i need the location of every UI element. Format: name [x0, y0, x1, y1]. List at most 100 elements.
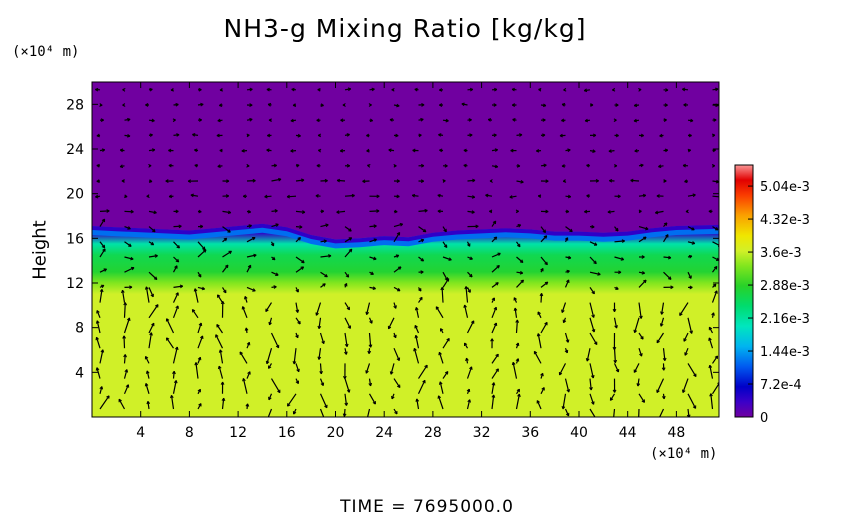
velocity-vector [148, 271, 158, 280]
velocity-arrowhead [224, 264, 229, 269]
velocity-vector [614, 256, 624, 261]
velocity-vector [634, 317, 640, 333]
velocity-vector [393, 286, 401, 292]
velocity-arrowhead [369, 118, 373, 123]
velocity-arrowhead [515, 209, 519, 214]
velocity-vector [589, 408, 596, 417]
velocity-arrowhead [517, 224, 522, 228]
velocity-arrowhead [509, 195, 513, 199]
velocity-vector [491, 282, 499, 288]
velocity-arrowhead [168, 148, 172, 153]
velocity-arrowhead [656, 194, 660, 198]
velocity-arrowhead [96, 179, 100, 183]
velocity-arrowhead [273, 285, 277, 289]
velocity-vector [687, 271, 692, 279]
velocity-arrowhead [244, 296, 248, 300]
velocity-vector [172, 305, 179, 319]
velocity-arrowhead [103, 268, 107, 272]
velocity-vector [368, 393, 376, 405]
velocity-vector [197, 335, 204, 349]
velocity-arrowhead [325, 223, 329, 228]
velocity-vector [173, 241, 180, 249]
velocity-arrowhead [609, 178, 613, 183]
velocity-vector [148, 255, 158, 258]
velocity-arrowhead [422, 228, 427, 233]
velocity-vector [516, 279, 524, 288]
velocity-arrowhead [656, 389, 660, 393]
velocity-vector [589, 378, 592, 391]
velocity-vector [337, 179, 346, 182]
velocity-arrowhead [418, 288, 422, 292]
velocity-arrowhead [176, 133, 180, 137]
velocity-arrowhead [174, 265, 178, 269]
velocity-arrowhead [191, 308, 196, 313]
velocity-arrowhead [316, 118, 320, 123]
velocity-vector [540, 226, 546, 233]
velocity-arrowhead [121, 179, 125, 183]
velocity-arrowhead [519, 133, 523, 137]
velocity-vector [564, 279, 570, 288]
velocity-arrowhead [106, 395, 110, 399]
velocity-arrowhead [336, 210, 340, 214]
velocity-arrowhead [536, 333, 541, 337]
velocity-arrowhead [227, 210, 232, 215]
velocity-vector [287, 393, 297, 407]
velocity-arrowhead [100, 118, 104, 123]
velocity-arrowhead [176, 244, 180, 249]
velocity-arrowhead [368, 344, 373, 348]
velocity-arrowhead [685, 209, 689, 214]
velocity-vector [712, 355, 719, 364]
velocity-vector [173, 285, 183, 288]
velocity-arrowhead [415, 398, 420, 402]
velocity-vector [712, 195, 719, 198]
velocity-arrowhead [420, 270, 424, 275]
velocity-arrowhead [389, 118, 393, 122]
velocity-vector [242, 378, 248, 394]
y-tick-label: 4 [75, 365, 84, 381]
velocity-arrowhead [100, 349, 105, 353]
velocity-arrowhead [347, 325, 351, 329]
velocity-arrowhead [464, 342, 468, 346]
velocity-arrowhead [512, 118, 516, 122]
velocity-arrowhead [495, 368, 499, 372]
velocity-arrowhead [348, 248, 353, 253]
velocity-arrowhead [366, 148, 370, 153]
velocity-vector [295, 266, 304, 273]
velocity-arrowhead [519, 259, 524, 263]
velocity-vector [467, 195, 475, 198]
velocity-vector [613, 408, 616, 417]
velocity-arrowhead [319, 370, 323, 375]
velocity-arrowhead [219, 103, 223, 107]
velocity-vector [537, 311, 542, 319]
velocity-arrowhead [591, 224, 595, 229]
velocity-arrowhead [221, 397, 226, 402]
velocity-vector [219, 349, 224, 364]
velocity-vector [491, 236, 498, 243]
x-axis-unit: (×10⁴ m) [650, 446, 718, 462]
velocity-arrowhead [393, 334, 397, 339]
velocity-arrowhead [545, 179, 549, 184]
velocity-arrowhead [295, 309, 300, 313]
velocity-vector [244, 296, 248, 303]
velocity-arrowhead [106, 209, 110, 213]
velocity-arrowhead [615, 133, 619, 138]
velocity-arrowhead [346, 306, 350, 311]
velocity-arrowhead [252, 178, 256, 183]
velocity-arrowhead [373, 256, 377, 261]
velocity-arrowhead [345, 274, 350, 278]
velocity-vector [565, 226, 573, 233]
velocity-vector [344, 248, 353, 258]
velocity-vector [390, 363, 395, 375]
velocity-vector [683, 332, 689, 342]
velocity-arrowhead [324, 404, 328, 409]
velocity-arrowhead [175, 258, 180, 263]
velocity-vector [516, 180, 524, 183]
velocity-arrowhead [545, 209, 549, 214]
velocity-arrowhead [320, 103, 324, 107]
velocity-arrowhead [346, 133, 350, 137]
velocity-vector [393, 347, 400, 361]
velocity-arrowhead [618, 270, 622, 275]
velocity-arrowhead [471, 210, 475, 214]
velocity-vector [663, 271, 672, 280]
